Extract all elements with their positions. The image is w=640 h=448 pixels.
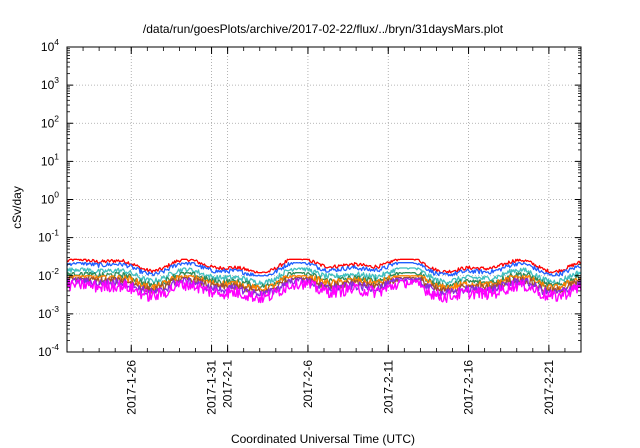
x-tick-label: 2017-2-16 <box>462 360 476 415</box>
x-tick-label: 2017-2-21 <box>542 360 556 415</box>
y-tick-base: 10 <box>41 78 55 92</box>
grid <box>67 47 581 352</box>
x-tick-label: 2017-1-26 <box>124 360 138 415</box>
y-tick-label: 100 <box>41 190 59 207</box>
y-tick-exp: 2 <box>54 113 59 123</box>
x-tick-label: 2017-2-6 <box>301 360 315 408</box>
y-tick-label: 102 <box>41 113 59 130</box>
series-group <box>66 258 582 304</box>
ticks <box>66 46 582 353</box>
y-tick-base: 10 <box>41 193 55 207</box>
series-line <box>66 258 582 274</box>
y-tick-label: 101 <box>41 151 59 168</box>
y-tick-label: 10-3 <box>38 304 59 321</box>
plot-frame <box>66 46 582 353</box>
x-tick-labels: 2017-1-26 2017-1-31 2017-2-1 2017-2-6 2017-2… <box>124 360 556 415</box>
y-tick-exp: -2 <box>51 266 59 276</box>
y-tick-base: 10 <box>41 40 55 54</box>
series-line <box>66 262 582 277</box>
x-tick-label: 2017-1-31 <box>205 360 219 415</box>
y-tick-base: 10 <box>41 116 55 130</box>
y-tick-exp: 3 <box>54 75 59 85</box>
y-tick-exp: 0 <box>54 190 59 200</box>
y-tick-label: 10-2 <box>38 266 59 283</box>
y-tick-label: 10-4 <box>38 342 59 359</box>
x-axis-label: Coordinated Universal Time (UTC) <box>231 432 415 446</box>
y-axis-label: cSv/day <box>10 186 24 229</box>
y-tick-exp: -3 <box>51 304 59 314</box>
y-tick-exp: -4 <box>51 342 59 352</box>
series-line <box>66 267 582 285</box>
chart-title: /data/run/goesPlots/archive/2017-02-22/f… <box>143 22 504 36</box>
y-tick-base: 10 <box>38 231 52 245</box>
y-tick-exp: -1 <box>51 228 59 238</box>
series-line <box>66 275 582 292</box>
y-tick-base: 10 <box>38 269 52 283</box>
y-tick-base: 10 <box>41 154 55 168</box>
y-tick-base: 10 <box>38 307 52 321</box>
y-tick-base: 10 <box>38 345 52 359</box>
y-tick-label: 10-1 <box>38 228 59 245</box>
y-tick-exp: 1 <box>54 151 59 161</box>
y-tick-label: 104 <box>41 37 59 54</box>
x-tick-label: 2017-2-1 <box>221 360 235 408</box>
series-line <box>66 279 582 304</box>
x-tick-label: 2017-2-11 <box>381 360 395 414</box>
y-tick-label: 103 <box>41 75 59 92</box>
y-tick-exp: 4 <box>54 37 59 47</box>
